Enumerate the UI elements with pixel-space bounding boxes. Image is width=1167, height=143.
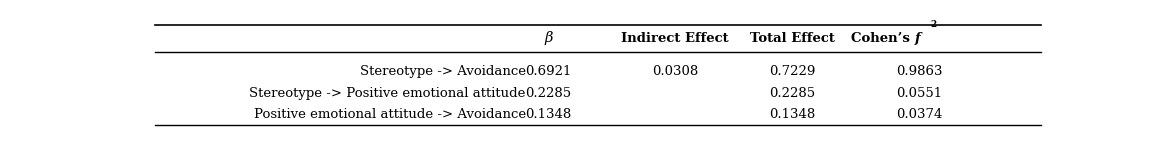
Text: 0.2285: 0.2285	[525, 87, 572, 100]
Text: 0.7229: 0.7229	[769, 65, 816, 78]
Text: Stereotype -> Positive emotional attitude: Stereotype -> Positive emotional attitud…	[250, 87, 526, 100]
Text: 2: 2	[930, 20, 936, 29]
Text: Stereotype -> Avoidance: Stereotype -> Avoidance	[359, 65, 526, 78]
Text: 0.2285: 0.2285	[769, 87, 816, 100]
Text: f: f	[915, 32, 921, 45]
Text: 0.9863: 0.9863	[896, 65, 943, 78]
Text: 0.0551: 0.0551	[896, 87, 942, 100]
Text: 0.0374: 0.0374	[896, 108, 942, 121]
Text: β: β	[544, 31, 553, 45]
Text: 0.1348: 0.1348	[769, 108, 816, 121]
Text: Total Effect: Total Effect	[750, 32, 834, 45]
Text: Indirect Effect: Indirect Effect	[621, 32, 728, 45]
Text: Positive emotional attitude -> Avoidance: Positive emotional attitude -> Avoidance	[253, 108, 526, 121]
Text: Cohen’s: Cohen’s	[851, 32, 915, 45]
Text: 0.6921: 0.6921	[525, 65, 572, 78]
Text: 0.0308: 0.0308	[652, 65, 698, 78]
Text: 0.1348: 0.1348	[525, 108, 572, 121]
